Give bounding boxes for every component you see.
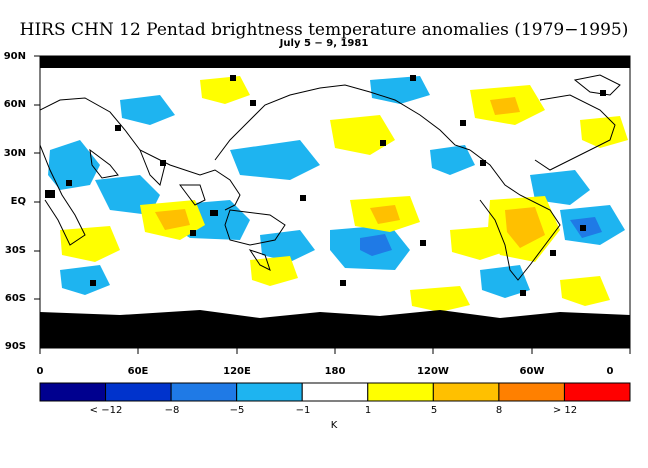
lon-label-60e: 60E — [127, 366, 149, 377]
lat-label-60s: 60S — [4, 293, 26, 304]
colorbar-label-7: 8 — [495, 405, 503, 416]
lat-label-90s: 90S — [4, 341, 26, 352]
colorbar-swatch — [301, 382, 369, 402]
colorbar-swatch — [236, 382, 303, 402]
colorbar-swatch — [498, 382, 565, 402]
lat-label-30n: 30N — [3, 148, 26, 159]
colorbar-label-1: < −12 — [89, 405, 123, 416]
lat-label-90n: 90N — [3, 51, 26, 62]
colorbar — [39, 382, 631, 402]
colorbar-swatch — [432, 382, 500, 402]
lon-label-120e: 120E — [223, 366, 251, 377]
colorbar-label-3: −5 — [229, 405, 245, 416]
colorbar-swatch — [105, 382, 172, 402]
map-title: HIRS CHN 12 Pentad brightness temperatur… — [19, 20, 629, 40]
coastlines — [40, 74, 630, 331]
missing-data-regions — [40, 56, 630, 348]
lon-label-0-east: 0 — [606, 366, 614, 377]
negative-anomaly-regions — [48, 76, 625, 298]
colorbar-unit: K — [330, 420, 338, 431]
lon-label-120w: 120W — [417, 366, 449, 377]
lat-label-eq: EQ — [10, 196, 26, 207]
lat-label-30s: 30S — [4, 245, 26, 256]
lon-label-180: 180 — [324, 366, 346, 377]
colorbar-swatch — [170, 382, 238, 402]
colorbar-label-2: −8 — [164, 405, 180, 416]
colorbar-swatch — [367, 382, 434, 402]
colorbar-label-8: > 12 — [552, 405, 578, 416]
colorbar-label-6: 5 — [430, 405, 438, 416]
lat-label-60n: 60N — [3, 99, 26, 110]
colorbar-swatch — [563, 382, 631, 402]
map-subtitle: July 5 − 9, 1981 — [279, 38, 369, 49]
lon-label-0: 0 — [36, 366, 44, 377]
lon-label-60w: 60W — [519, 366, 545, 377]
axis-ticks — [34, 55, 631, 354]
colorbar-swatch — [39, 382, 107, 402]
strong-positive-anomaly-regions — [155, 97, 545, 248]
colorbar-label-4: −1 — [295, 405, 311, 416]
colorbar-label-5: 1 — [364, 405, 372, 416]
